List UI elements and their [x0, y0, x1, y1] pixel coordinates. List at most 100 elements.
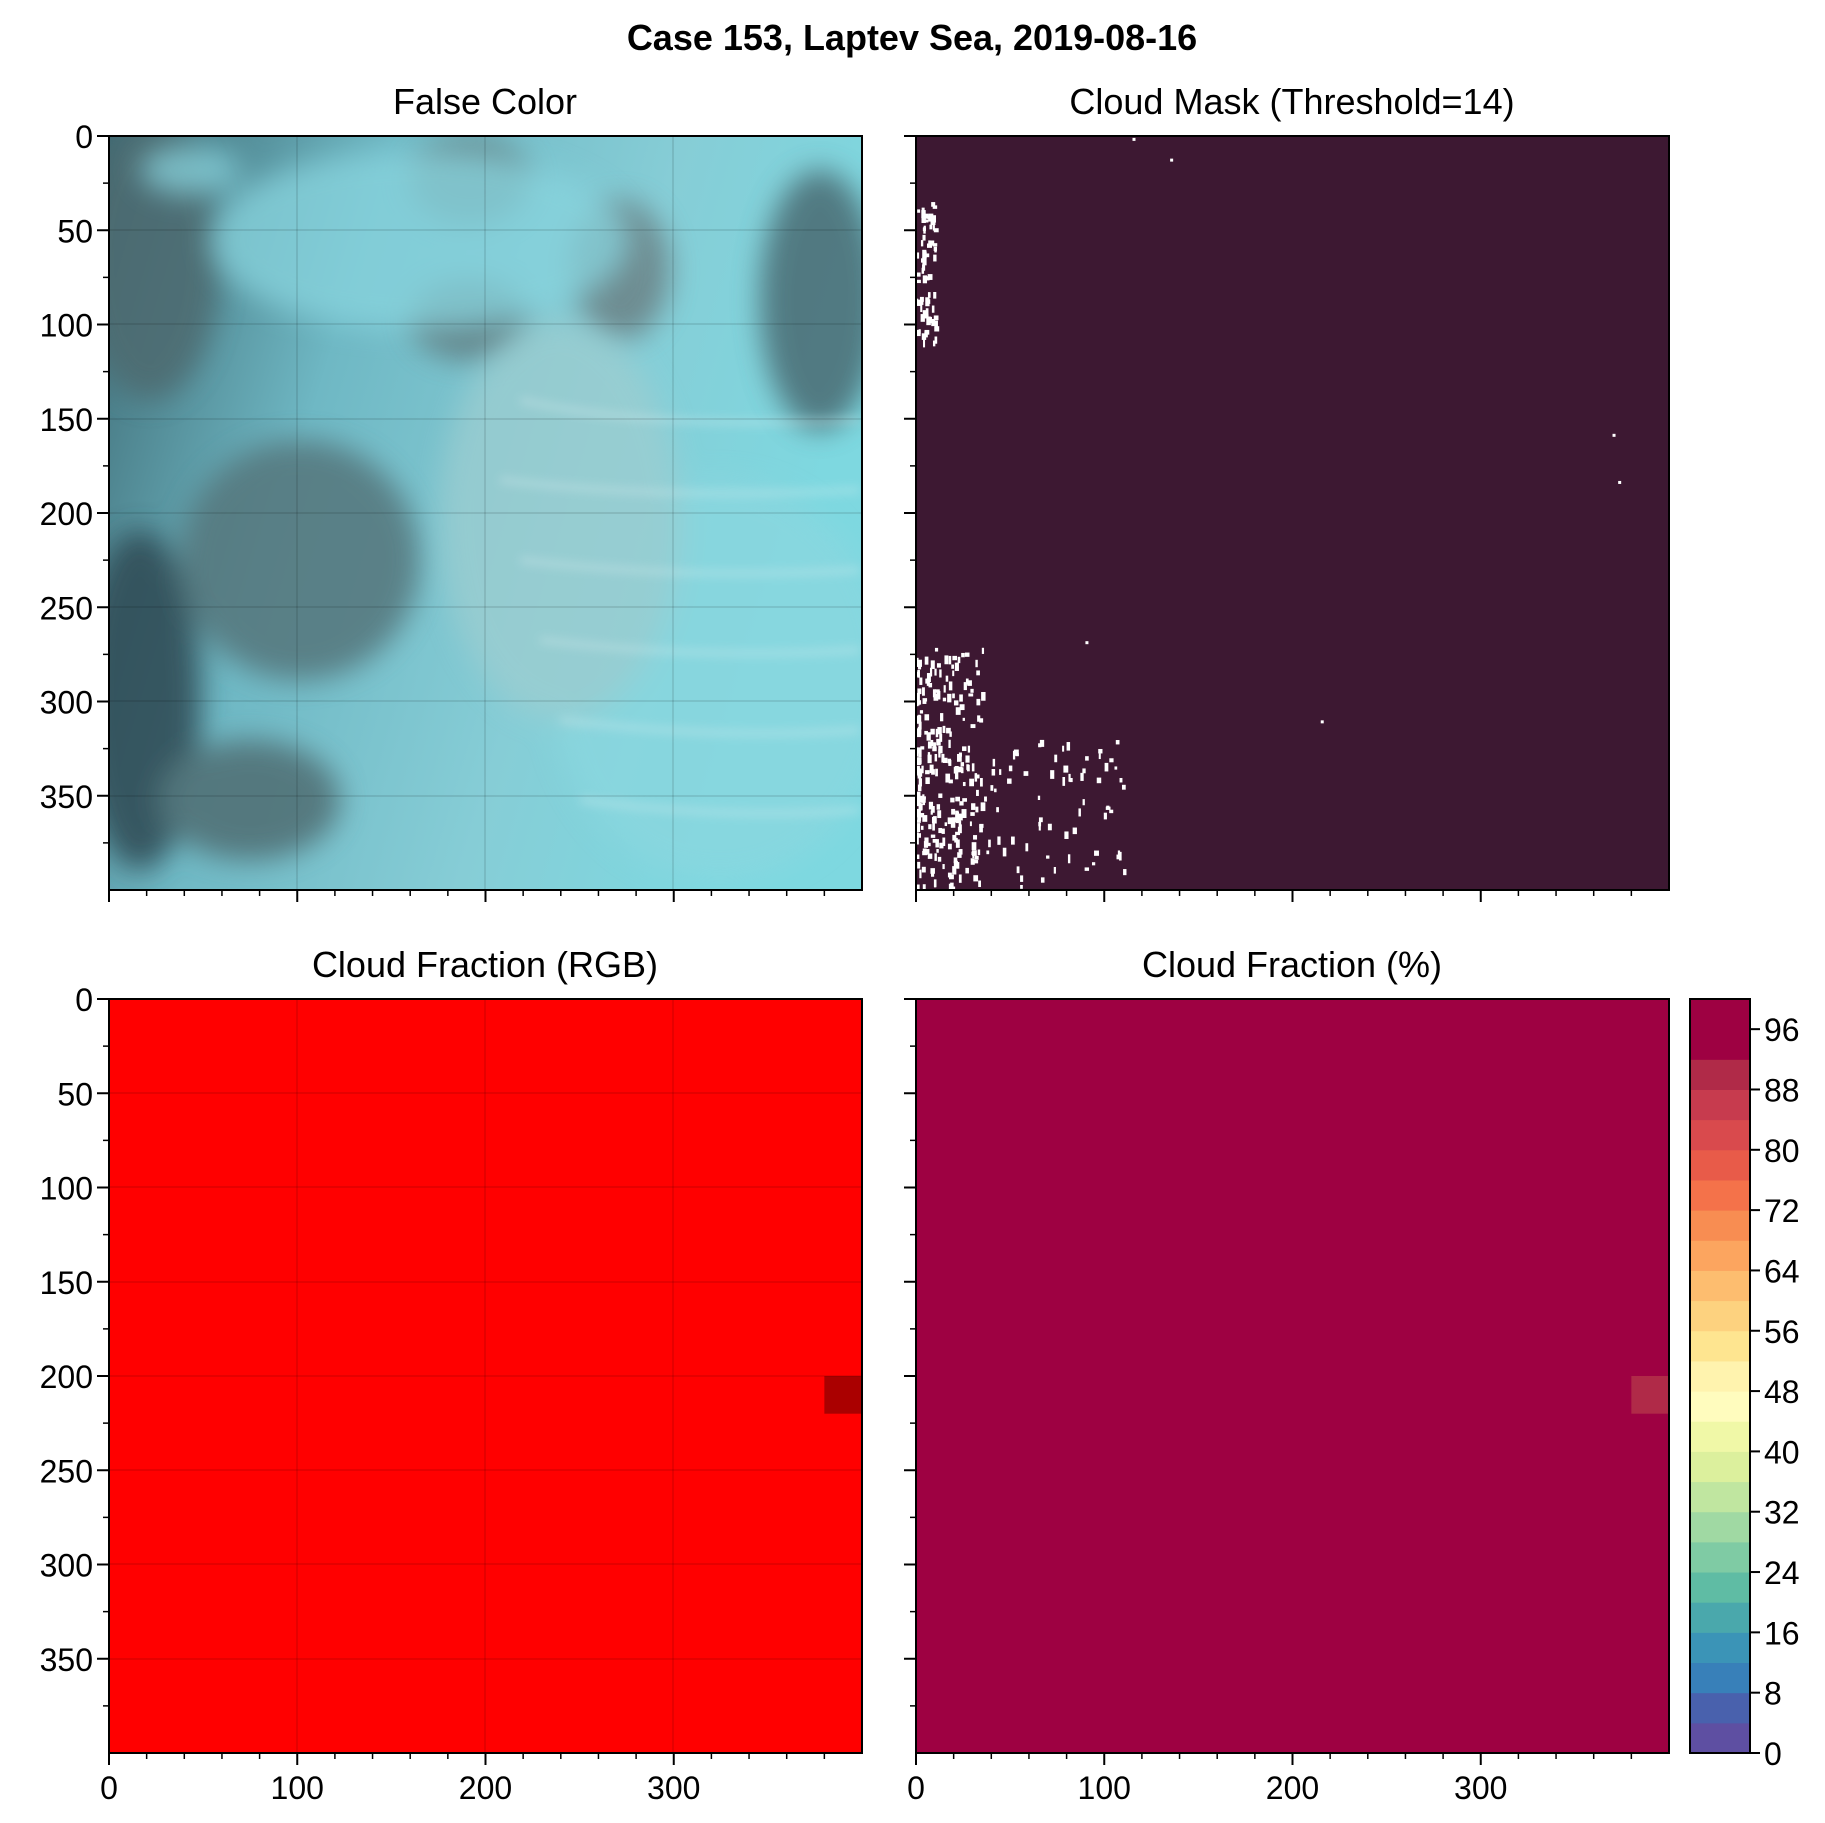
colorbar-segment [1690, 1179, 1750, 1211]
colorbar-tick-label: 80 [1764, 1133, 1800, 1169]
clear-pixel [971, 842, 977, 851]
clear-pixel [947, 872, 952, 878]
clear-pixel [949, 731, 952, 737]
clear-pixel [933, 254, 937, 262]
y-tick-label: 300 [40, 685, 93, 721]
y-tick-label: 200 [40, 1359, 93, 1395]
clear-pixel [980, 802, 986, 812]
colorbar-segment [1690, 1632, 1750, 1664]
colorbar-segment [1690, 1119, 1750, 1151]
clear-pixel [916, 833, 921, 838]
clear-pixel [1106, 805, 1110, 810]
clear-pixel [1068, 773, 1071, 782]
clear-pixel [916, 279, 921, 284]
clear-pixel [916, 299, 922, 306]
clear-pixel [935, 689, 940, 693]
clear-pixel [930, 739, 934, 746]
clear-pixel [990, 785, 994, 791]
clear-pixel [923, 226, 926, 234]
clear-pixel [1085, 641, 1089, 645]
clear-pixel [916, 768, 919, 774]
clear-pixel [973, 835, 978, 840]
clear-pixel [1038, 822, 1041, 831]
clear-pixel [925, 777, 930, 785]
clear-pixel [925, 678, 930, 684]
colorbar-segment [1690, 1270, 1750, 1302]
clear-pixel [970, 812, 975, 816]
clear-pixel [929, 764, 934, 774]
clear-pixel [925, 297, 930, 307]
clear-pixel [977, 849, 981, 856]
clear-pixel [922, 310, 927, 319]
clear-pixel [971, 763, 975, 772]
clear-pixel [947, 693, 952, 703]
clear-pixel [957, 815, 961, 822]
clear-pixel [930, 871, 935, 877]
clear-pixel [962, 746, 967, 751]
clear-pixel [1082, 799, 1085, 806]
clear-pixel [924, 213, 929, 219]
clear-pixel [926, 316, 931, 326]
clear-pixel [1109, 758, 1114, 763]
clear-pixel [937, 856, 942, 862]
clear-pixel [957, 656, 961, 664]
clear-pixel [986, 850, 990, 855]
clear-pixel [936, 738, 941, 746]
clear-pixel [961, 767, 964, 774]
clear-pixel [935, 728, 939, 738]
cloud-mask-image [916, 136, 1669, 890]
clear-pixel [922, 234, 926, 241]
clear-pixel [925, 849, 930, 855]
clear-pixel [976, 670, 980, 676]
y-tick-label: 150 [40, 1265, 93, 1301]
colorbar-tick-label: 40 [1764, 1434, 1800, 1470]
clear-pixel [1054, 754, 1058, 763]
clear-pixel [920, 803, 923, 811]
colorbar-segment [1690, 999, 1750, 1060]
clear-pixel [963, 682, 967, 691]
x-tick-label: 300 [1454, 1770, 1507, 1806]
clear-pixel [937, 727, 942, 735]
clear-pixel [970, 688, 974, 693]
clear-pixel [941, 828, 945, 834]
clear-pixel [1114, 766, 1118, 770]
colorbar-tick-label: 32 [1764, 1495, 1800, 1531]
clear-pixel [1012, 750, 1016, 760]
colorbar-tick-label: 96 [1764, 1012, 1800, 1048]
y-tick-label: 250 [40, 590, 93, 626]
clear-pixel [1091, 862, 1096, 866]
clear-pixel [1082, 768, 1086, 774]
clear-pixel [923, 339, 926, 348]
clear-pixel [942, 864, 945, 870]
clear-pixel [916, 884, 920, 892]
heatmap-cell [824, 1376, 862, 1414]
clear-pixel [1085, 756, 1089, 761]
clear-pixel [961, 652, 965, 658]
clear-pixel [917, 688, 922, 695]
clear-pixel [928, 682, 933, 688]
clear-pixel [984, 796, 987, 802]
clear-pixel [952, 693, 955, 699]
clear-pixel [958, 874, 962, 883]
clear-pixel [1013, 749, 1019, 756]
clear-pixel [974, 855, 979, 860]
y-tick-label: 250 [40, 1453, 93, 1489]
clear-pixel [924, 656, 929, 665]
clear-pixel [964, 652, 970, 657]
clear-pixel [1067, 854, 1071, 864]
clear-pixel [938, 793, 943, 798]
clear-pixel [953, 860, 958, 869]
clear-pixel [969, 821, 972, 827]
clear-pixel [917, 659, 922, 667]
clear-pixel [925, 770, 930, 775]
clear-pixel [934, 320, 938, 329]
clear-pixel [950, 797, 955, 803]
clear-pixel [959, 801, 964, 806]
clear-pixel [924, 837, 929, 845]
clear-pixel [933, 246, 938, 251]
clear-pixel [936, 804, 941, 810]
y-tick-label: 50 [57, 213, 93, 249]
clear-pixel [936, 663, 941, 668]
clear-pixel [1063, 765, 1069, 773]
clear-pixel [981, 692, 986, 701]
